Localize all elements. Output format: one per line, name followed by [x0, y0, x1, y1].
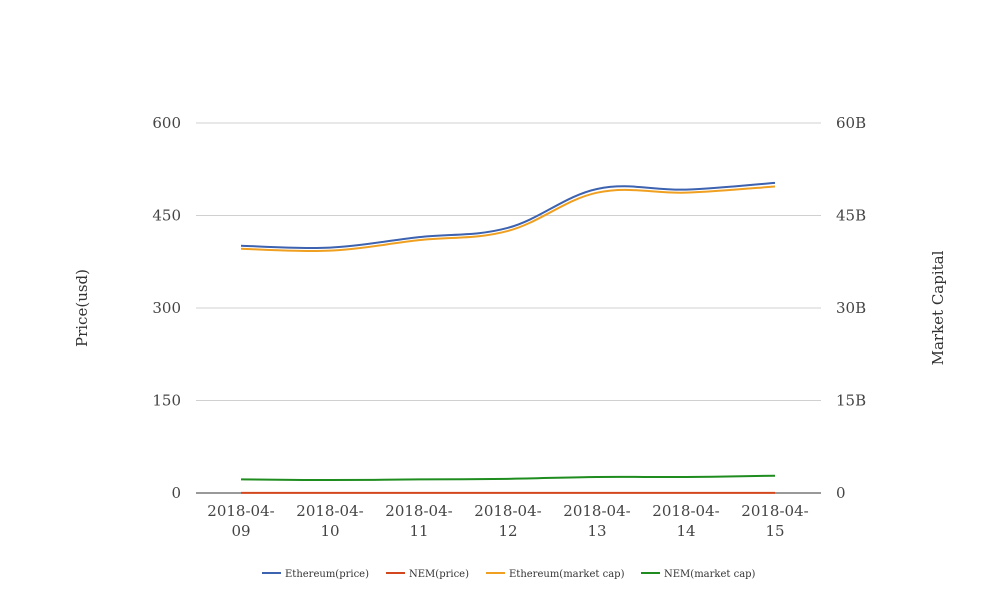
series-line-ethereum-price [240, 181, 776, 250]
legend-item: NEM(market cap) [641, 569, 756, 580]
legend-label: NEM(market cap) [664, 569, 756, 580]
series-line-ethereum-market-cap [240, 185, 776, 253]
x-tick-label: 2018-04-11 [385, 502, 452, 540]
x-tick-label: 2018-04-13 [563, 502, 630, 540]
x-axis-ticks: 2018-04-09 2018-04-10 2018-04-11 2018-04-12… [207, 502, 808, 540]
right-y-tick-label: 15B [836, 392, 866, 410]
legend-label: Ethereum(market cap) [509, 569, 625, 580]
x-tick-label: 2018-04-09 [207, 502, 274, 540]
right-y-tick-label: 45B [836, 207, 866, 225]
left-y-tick-label: 450 [152, 207, 181, 225]
right-y-tick-label: 30B [836, 299, 866, 317]
x-tick-label: 2018-04-12 [474, 502, 541, 540]
legend-label: NEM(price) [409, 569, 469, 580]
right-y-tick-label: 0 [836, 484, 846, 502]
gridlines [196, 122, 821, 494]
legend-item: Ethereum(market cap) [486, 569, 625, 580]
x-tick-label: 2018-04-10 [296, 502, 363, 540]
right-y-axis-title: Market Capital [929, 250, 947, 365]
series-line-nem-market-cap [240, 474, 776, 482]
x-tick-label: 2018-04-14 [652, 502, 719, 540]
series-lines [240, 181, 776, 494]
left-y-axis-title: Price(usd) [73, 269, 91, 347]
left-y-axis-ticks: 0 150 300 450 600 [152, 114, 181, 502]
legend-label: Ethereum(price) [285, 569, 369, 580]
left-y-tick-label: 0 [171, 484, 181, 502]
x-tick-label: 2018-04-15 [741, 502, 808, 540]
right-y-tick-label: 60B [836, 114, 866, 132]
right-y-axis-ticks: 0 15B 30B 45B 60B [836, 114, 866, 502]
legend-item: NEM(price) [386, 569, 469, 580]
left-y-tick-label: 150 [152, 392, 181, 410]
left-y-tick-label: 600 [152, 114, 181, 132]
left-y-tick-label: 300 [152, 299, 181, 317]
legend: Ethereum(price) NEM(price) Ethereum(market… [262, 569, 756, 580]
legend-item: Ethereum(price) [262, 569, 369, 580]
